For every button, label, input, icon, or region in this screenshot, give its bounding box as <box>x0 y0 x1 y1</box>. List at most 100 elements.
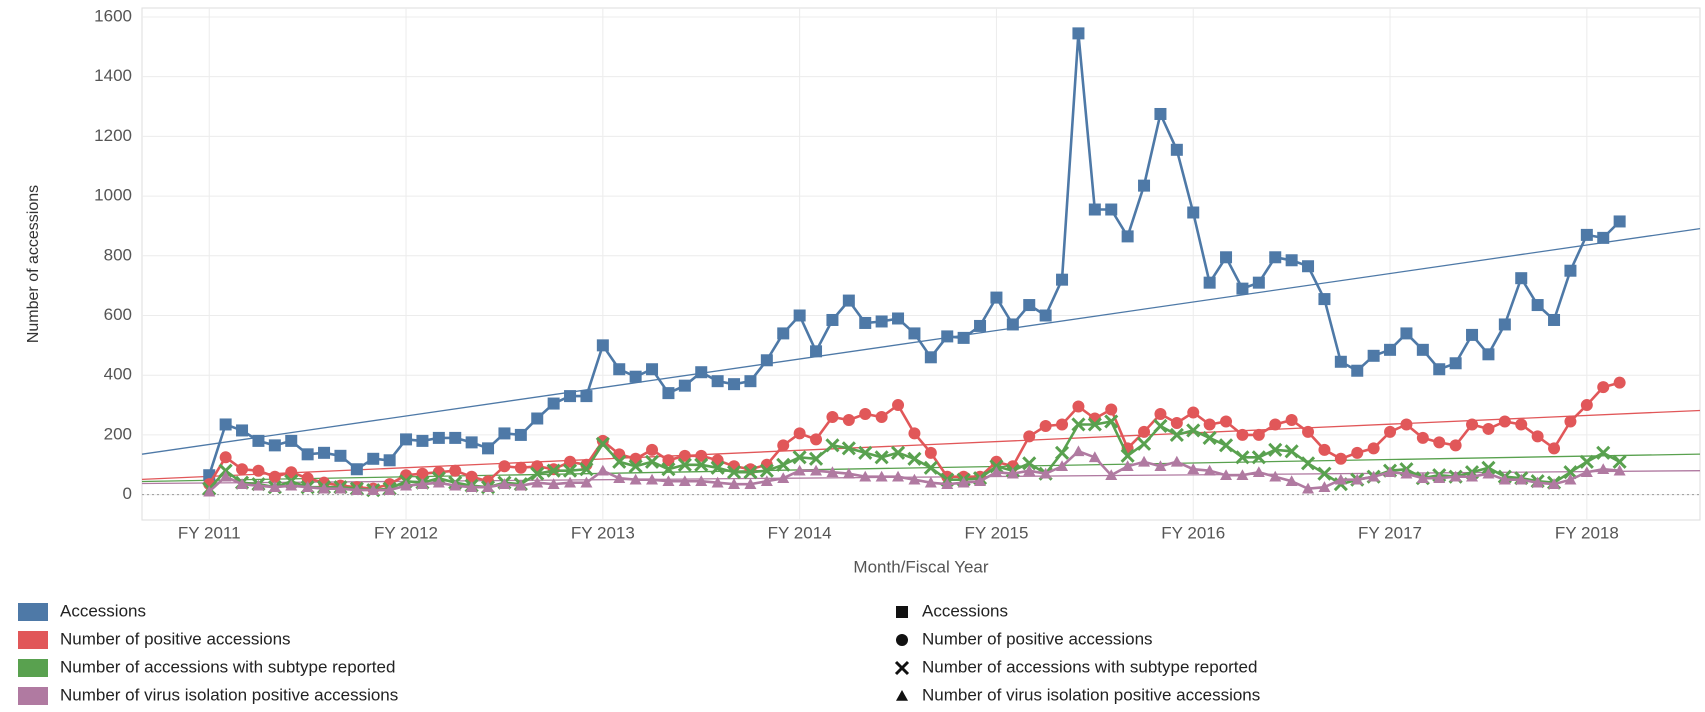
marker <box>1023 299 1036 312</box>
marker <box>285 434 298 447</box>
marker <box>1039 419 1052 432</box>
marker <box>694 457 709 472</box>
marker <box>285 466 298 479</box>
marker <box>896 606 908 618</box>
marker <box>1269 418 1282 431</box>
marker <box>531 412 544 425</box>
marker <box>1564 473 1577 485</box>
y-tick-label: 200 <box>104 424 132 443</box>
marker <box>1056 273 1069 286</box>
marker <box>1580 399 1593 412</box>
legend-label: Accessions <box>60 601 146 620</box>
marker <box>1269 470 1282 482</box>
marker <box>1515 418 1528 431</box>
marker <box>268 470 281 483</box>
marker <box>1318 481 1331 492</box>
marker <box>1351 364 1364 377</box>
marker <box>892 399 905 412</box>
marker <box>744 478 757 489</box>
marker <box>498 460 511 473</box>
marker <box>1416 431 1429 444</box>
marker <box>219 418 232 431</box>
marker <box>1170 143 1183 156</box>
marker <box>859 470 872 482</box>
marker <box>1006 318 1019 331</box>
marker <box>875 470 888 482</box>
marker <box>1302 260 1315 273</box>
marker <box>1202 430 1217 445</box>
marker <box>1416 472 1429 484</box>
x-tick-label: FY 2011 <box>178 523 241 542</box>
marker <box>580 476 593 488</box>
marker <box>1482 348 1495 361</box>
marker <box>1300 456 1316 471</box>
y-axis-label: Number of accessions <box>25 185 42 343</box>
marker <box>203 485 216 497</box>
marker <box>728 378 741 391</box>
marker <box>1006 467 1019 479</box>
marker <box>1252 276 1265 289</box>
marker <box>859 316 872 329</box>
marker <box>810 345 823 358</box>
marker <box>1531 476 1544 488</box>
marker <box>1187 463 1200 475</box>
marker <box>1384 466 1397 478</box>
marker <box>301 448 314 461</box>
marker <box>826 313 839 326</box>
legend-swatch <box>18 659 48 677</box>
marker <box>842 294 855 307</box>
marker <box>1056 418 1069 431</box>
x-tick-label: FY 2012 <box>374 523 438 542</box>
marker <box>465 470 478 483</box>
marker <box>1466 328 1479 341</box>
marker <box>400 433 413 446</box>
marker <box>350 463 363 476</box>
marker <box>1318 443 1331 456</box>
marker <box>1449 470 1462 482</box>
marker <box>908 327 921 340</box>
marker <box>1153 418 1168 434</box>
y-tick-label: 1600 <box>94 6 132 25</box>
marker <box>432 476 445 488</box>
marker <box>514 461 527 474</box>
legend-label: Number of accessions with subtype report… <box>60 657 395 676</box>
marker <box>562 463 578 478</box>
marker <box>1433 472 1446 484</box>
y-tick-label: 0 <box>123 484 132 503</box>
x-tick-label: FY 2013 <box>571 523 635 542</box>
marker <box>1187 206 1200 219</box>
marker <box>416 434 429 447</box>
marker <box>1548 478 1561 489</box>
marker <box>1580 466 1593 478</box>
marker <box>449 479 462 491</box>
y-tick-label: 600 <box>104 305 132 324</box>
marker <box>1482 422 1495 435</box>
marker <box>1039 309 1052 322</box>
marker <box>1236 428 1249 441</box>
marker <box>1121 230 1134 243</box>
marker <box>334 449 347 462</box>
marker <box>777 472 790 484</box>
marker <box>1515 473 1528 485</box>
marker <box>1269 251 1282 264</box>
marker <box>482 481 495 492</box>
marker <box>1334 452 1347 465</box>
marker <box>1252 428 1265 441</box>
marker <box>383 454 396 467</box>
marker <box>1317 466 1332 481</box>
marker <box>826 411 839 424</box>
marker <box>1449 357 1462 370</box>
marker <box>613 363 626 376</box>
marker <box>1579 454 1594 469</box>
marker <box>432 431 445 444</box>
marker <box>695 449 708 462</box>
marker <box>678 475 691 486</box>
marker <box>1169 427 1184 442</box>
marker <box>596 464 609 476</box>
marker <box>1597 231 1610 244</box>
marker <box>1220 251 1233 264</box>
marker <box>662 475 675 486</box>
marker <box>793 464 806 476</box>
marker <box>628 459 643 474</box>
